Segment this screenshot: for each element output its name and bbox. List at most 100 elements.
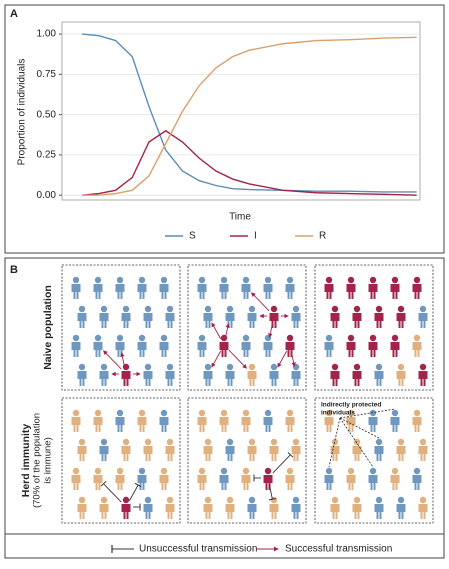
person-body: [346, 284, 356, 299]
person-head: [286, 334, 294, 342]
person-head: [419, 438, 427, 446]
person-body: [241, 475, 251, 490]
person-head: [122, 496, 130, 504]
annotation-pointer: [339, 408, 396, 419]
annotation: individuals: [321, 410, 355, 417]
person-head: [160, 409, 168, 417]
person-body: [374, 504, 384, 519]
transmission-arrow: [290, 351, 296, 367]
person-head: [242, 334, 250, 342]
panel-label: A: [10, 8, 18, 20]
blocked-bar: [134, 482, 142, 488]
person-body: [352, 446, 362, 461]
y-tick-label: 0.50: [37, 109, 57, 120]
y-tick-label: 1.00: [37, 29, 57, 40]
person-body: [247, 504, 257, 519]
person-body: [71, 417, 81, 432]
person-body: [390, 475, 400, 490]
person-body: [374, 446, 384, 461]
person-body: [263, 342, 273, 357]
person-body: [263, 417, 273, 432]
legend-label: S: [189, 231, 196, 242]
person-head: [331, 305, 339, 313]
person-head: [72, 409, 80, 417]
person-head: [138, 334, 146, 342]
person-head: [242, 276, 250, 284]
person-head: [325, 276, 333, 284]
person-head: [347, 276, 355, 284]
person-body: [165, 313, 175, 328]
person-head: [166, 305, 174, 313]
person-body: [269, 446, 279, 461]
person-head: [116, 467, 124, 475]
person-head: [375, 363, 383, 371]
person-body: [330, 313, 340, 328]
annotation-pointer: [339, 417, 374, 468]
row-label: (70% of the population: [32, 413, 43, 508]
person-body: [115, 475, 125, 490]
person-body: [71, 342, 81, 357]
person-head: [286, 409, 294, 417]
person-head: [138, 276, 146, 284]
person-body: [99, 313, 109, 328]
row-label: Naive population: [42, 285, 54, 370]
blocked-line: [128, 484, 139, 502]
blocked-line: [268, 484, 273, 500]
person-head: [204, 363, 212, 371]
person-head: [286, 276, 294, 284]
person-head: [100, 305, 108, 313]
person-body: [159, 417, 169, 432]
person-body: [93, 342, 103, 357]
line-series: [82, 129, 417, 196]
person-head: [72, 467, 80, 475]
person-head: [242, 467, 250, 475]
person-body: [143, 313, 153, 328]
person-body: [346, 417, 356, 432]
person-body: [203, 371, 213, 386]
person-head: [116, 334, 124, 342]
person-head: [166, 363, 174, 371]
legend-label: R: [319, 231, 326, 242]
person-head: [397, 496, 405, 504]
person-body: [352, 313, 362, 328]
person-body: [121, 446, 131, 461]
person-body: [219, 284, 229, 299]
transmission-arrow: [251, 292, 270, 312]
y-tick-label: 0.75: [37, 69, 57, 80]
person-head: [419, 305, 427, 313]
person-head: [270, 438, 278, 446]
person-body: [99, 371, 109, 386]
person-body: [390, 417, 400, 432]
person-head: [353, 305, 361, 313]
person-body: [368, 475, 378, 490]
person-body: [368, 342, 378, 357]
person-body: [330, 504, 340, 519]
person-head: [122, 305, 130, 313]
person-head: [270, 305, 278, 313]
person-head: [325, 334, 333, 342]
person-head: [347, 467, 355, 475]
person-head: [144, 438, 152, 446]
person-body: [115, 417, 125, 432]
transmission-arrow: [228, 349, 247, 369]
person-head: [369, 334, 377, 342]
person-head: [375, 305, 383, 313]
person-head: [100, 363, 108, 371]
person-head: [204, 496, 212, 504]
person-head: [353, 363, 361, 371]
person-head: [78, 305, 86, 313]
person-body: [219, 342, 229, 357]
person-head: [198, 276, 206, 284]
person-head: [286, 467, 294, 475]
person-body: [93, 284, 103, 299]
person-body: [324, 342, 334, 357]
transmission-arrow: [211, 350, 222, 368]
y-tick-label: 0.00: [37, 190, 57, 201]
person-body: [203, 446, 213, 461]
person-body: [77, 313, 87, 328]
person-body: [269, 504, 279, 519]
legend-label: Successful transmission: [285, 544, 392, 555]
person-head: [116, 276, 124, 284]
person-head: [292, 496, 300, 504]
